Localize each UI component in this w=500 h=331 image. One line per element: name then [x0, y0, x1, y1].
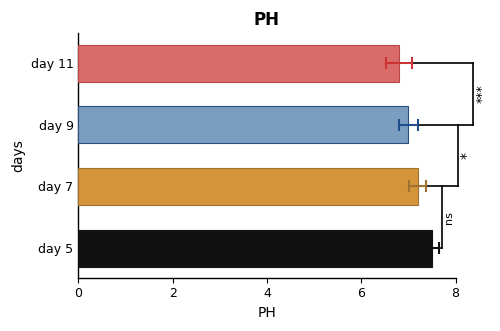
X-axis label: PH: PH	[258, 306, 276, 320]
Bar	[78, 168, 418, 205]
Bar	[78, 106, 408, 143]
Text: ***: ***	[476, 84, 488, 103]
Bar	[78, 45, 399, 81]
Text: *: *	[460, 152, 474, 159]
Text: ns: ns	[444, 211, 454, 224]
Bar	[78, 229, 432, 266]
Title: PH: PH	[254, 11, 280, 29]
Y-axis label: days: days	[11, 139, 25, 172]
